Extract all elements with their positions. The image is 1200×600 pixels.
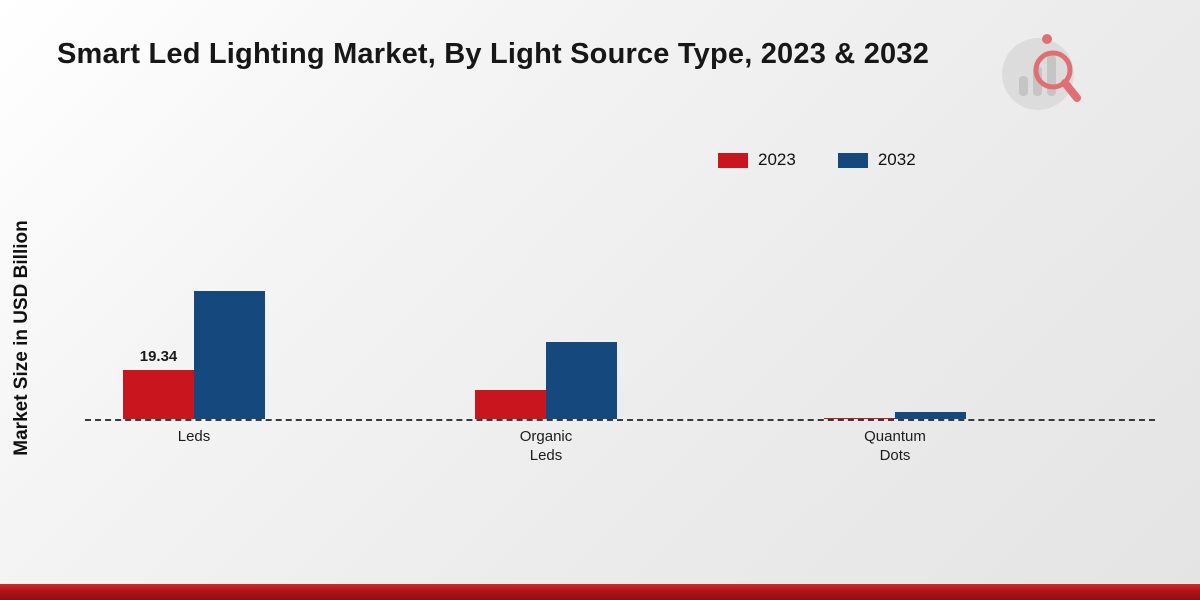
legend-label-2032: 2032 (877, 150, 916, 169)
y-axis-label: Market Size in USD Billion (11, 220, 32, 456)
legend-item-2023: 2023 (718, 150, 796, 170)
legend: 2023 2032 (718, 150, 916, 170)
legend-item-2032: 2032 (837, 150, 916, 170)
bottom-ribbon (0, 584, 1200, 600)
chart-title: Smart Led Lighting Market, By Light Sour… (57, 38, 930, 70)
bar-group (466, 0, 626, 419)
bar-2023 (123, 370, 194, 419)
bar-value-label: 19.34 (139, 348, 178, 365)
category-label: Quantum Dots (864, 428, 926, 464)
x-axis-baseline (85, 419, 1155, 421)
bar-group (114, 0, 274, 419)
legend-swatch-2023 (718, 152, 748, 168)
category-label: Organic Leds (519, 428, 573, 464)
bar-2032 (895, 412, 966, 419)
bar-2023 (824, 418, 895, 419)
brand-logo-icon (1002, 34, 1081, 110)
bar-2023 (475, 390, 546, 419)
bar-2032 (194, 291, 265, 419)
category-label: Leds (177, 428, 211, 445)
legend-label-2023: 2023 (758, 150, 796, 169)
brand-logo (1000, 28, 1092, 123)
bar-2032 (546, 342, 617, 419)
legend-swatch-2032 (837, 152, 868, 168)
bar-group (815, 0, 975, 419)
